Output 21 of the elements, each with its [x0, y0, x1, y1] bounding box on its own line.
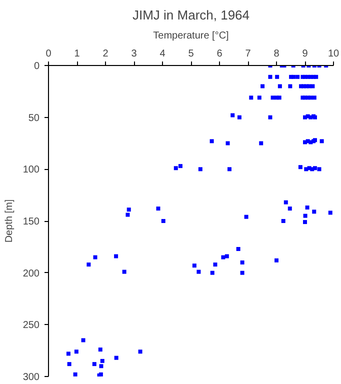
chart-title: JIMJ in March, 1964 — [132, 8, 250, 22]
x-tick-label: 0 — [46, 48, 52, 60]
x-tick-label: 10 — [328, 48, 340, 60]
x-tick-label: 7 — [245, 48, 252, 60]
x-tick-label: 8 — [274, 48, 280, 60]
y-tick-label: 300 — [22, 372, 40, 383]
y-tick-label: 50 — [28, 112, 40, 124]
x-axis-title: Temperature [°C] — [153, 30, 230, 42]
x-tick-label: 1 — [74, 48, 80, 60]
y-tick-label: 200 — [22, 268, 40, 280]
y-tick-label: 100 — [22, 164, 40, 176]
x-tick-label: 3 — [131, 48, 138, 60]
x-tick-label: 4 — [160, 48, 166, 60]
y-axis-title: Depth [m] — [4, 199, 15, 243]
y-tick-label: 150 — [22, 216, 40, 228]
y-tick-label: 250 — [22, 320, 40, 332]
x-tick-label: 9 — [302, 48, 308, 60]
y-tick-label: 0 — [34, 61, 40, 72]
x-tick-label: 5 — [188, 48, 194, 60]
x-tick-label: 6 — [216, 48, 223, 60]
x-tick-label: 2 — [102, 48, 109, 60]
